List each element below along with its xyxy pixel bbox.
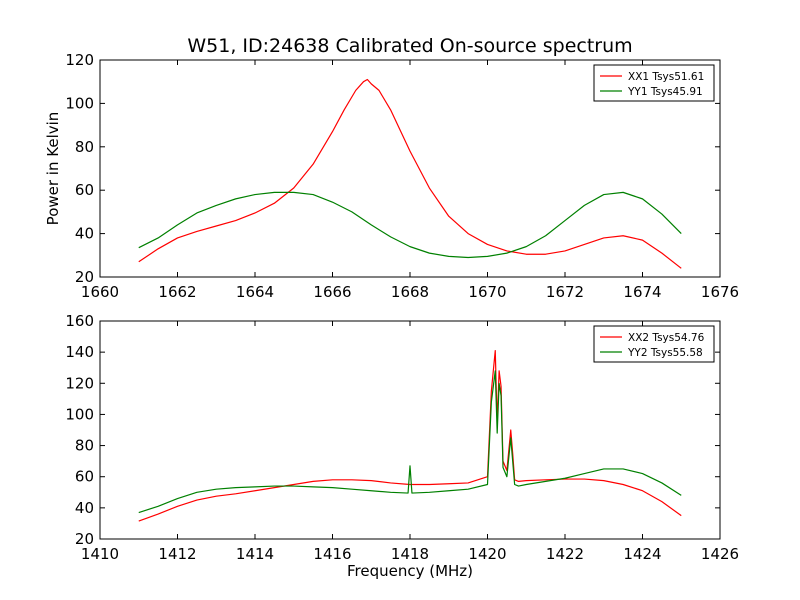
series-line-2-2 [138, 370, 682, 514]
legend: XX2 Tsys54.76 YY2 Tsys55.58 [593, 325, 715, 363]
x-tick-label: 1666 [313, 283, 351, 301]
x-tick-label: 1414 [236, 545, 274, 563]
legend-label: YY2 Tsys55.58 [627, 347, 703, 359]
chart-panel-2: 1410 1412 1414 1416 1418 1420 1422 1424 1426 20 40… [65, 312, 739, 580]
x-tick-label: 1672 [546, 283, 584, 301]
x-tick-label: 1424 [623, 545, 661, 563]
y-tick-label: 80 [75, 437, 94, 455]
y-tick-label: 120 [65, 374, 94, 392]
y-tick-label: 120 [65, 51, 94, 69]
x-axis-label: Frequency (MHz) [347, 562, 473, 580]
x-tick-label: 1422 [546, 545, 584, 563]
y-tick-label: 100 [65, 94, 94, 112]
legend-box [593, 64, 715, 102]
y-tick-label: 20 [75, 530, 94, 548]
x-tick-label: 1662 [158, 283, 196, 301]
chart-panel-1: 1660 1662 1664 1666 1668 1670 1672 1674 1676 20 40… [44, 35, 739, 301]
y-tick-label: 20 [75, 268, 94, 286]
y-tick-label: 40 [75, 225, 94, 243]
series-line-2-1 [138, 349, 682, 522]
x-tick-label: 1676 [701, 283, 739, 301]
x-tick-label: 1418 [391, 545, 429, 563]
x-tick-label: 1660 [81, 283, 119, 301]
y-tick-label: 80 [75, 138, 94, 156]
y-axis-label: Power in Kelvin [44, 112, 62, 226]
x-tick-label: 1670 [468, 283, 506, 301]
y-tick-label: 60 [75, 468, 94, 486]
legend-label: XX1 Tsys51.61 [628, 71, 704, 83]
x-tick-label: 1664 [236, 283, 274, 301]
chart-title: W51, ID:24638 Calibrated On-source spect… [187, 35, 632, 57]
y-tick-label: 40 [75, 499, 94, 517]
x-tick-label: 1412 [158, 545, 196, 563]
legend-box [593, 325, 715, 363]
x-tick-label: 1674 [623, 283, 661, 301]
y-tick-label: 160 [65, 312, 94, 330]
series-line-1-2 [138, 191, 682, 259]
y-tick-label: 60 [75, 181, 94, 199]
y-tick-label: 140 [65, 343, 94, 361]
x-tick-label: 1410 [81, 545, 119, 563]
legend-label: XX2 Tsys54.76 [628, 332, 705, 344]
x-tick-label: 1668 [391, 283, 429, 301]
x-tick-label: 1416 [313, 545, 351, 563]
legend-label: YY1 Tsys45.91 [627, 86, 703, 98]
legend: XX1 Tsys51.61 YY1 Tsys45.91 [593, 64, 715, 102]
series-line-1-1 [138, 78, 682, 269]
x-tick-label: 1426 [701, 545, 739, 563]
x-tick-label: 1420 [468, 545, 506, 563]
y-tick-label: 100 [65, 405, 94, 423]
